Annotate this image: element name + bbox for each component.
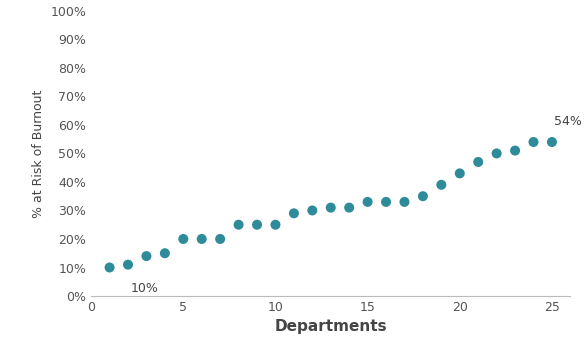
Point [234, 222, 243, 228]
Point [437, 182, 446, 188]
Point [492, 151, 502, 156]
Point [270, 222, 280, 228]
Point [418, 193, 427, 199]
Point [326, 205, 335, 210]
Point [363, 199, 372, 205]
Point [455, 170, 465, 176]
Point [529, 139, 538, 145]
Point [197, 236, 206, 242]
Point [123, 262, 133, 268]
X-axis label: Departments: Departments [275, 319, 387, 334]
Point [105, 265, 114, 270]
Text: 54%: 54% [554, 115, 582, 128]
Point [382, 199, 391, 205]
Point [510, 148, 520, 153]
Point [142, 253, 151, 259]
Text: 10%: 10% [131, 282, 159, 295]
Point [400, 199, 409, 205]
Point [160, 251, 169, 256]
Point [547, 139, 557, 145]
Point [252, 222, 262, 228]
Y-axis label: % at Risk of Burnout: % at Risk of Burnout [32, 89, 45, 218]
Point [179, 236, 188, 242]
Point [345, 205, 354, 210]
Point [289, 210, 299, 216]
Point [473, 159, 483, 165]
Point [308, 208, 317, 213]
Point [215, 236, 225, 242]
